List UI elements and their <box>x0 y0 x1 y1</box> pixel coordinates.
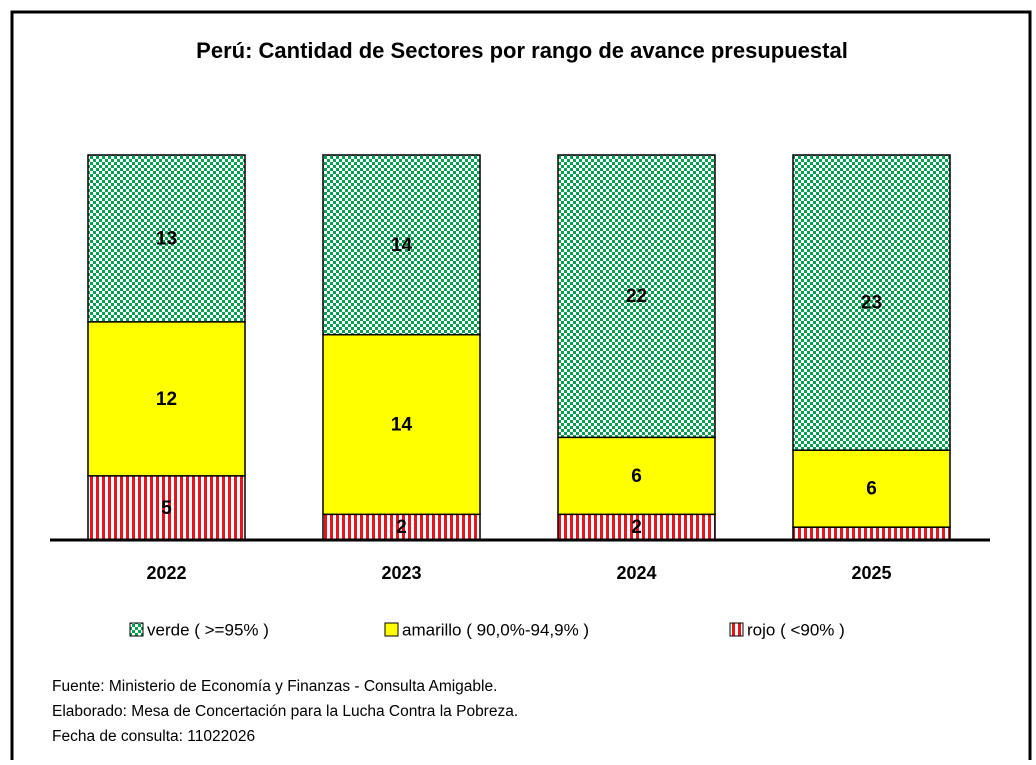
bar-segment <box>557 513 716 541</box>
source-note: Fuente: Ministerio de Economía y Finanza… <box>52 678 497 695</box>
chart-title: Perú: Cantidad de Sectores por rango de … <box>196 38 848 63</box>
bar-segment <box>87 321 246 477</box>
data-label: 5 <box>161 498 172 519</box>
bar-segment <box>87 475 246 541</box>
x-tick-label: 2025 <box>851 563 891 583</box>
bar-segment <box>792 154 951 451</box>
legend-label: verde ( >=95% ) <box>147 620 269 639</box>
x-tick-label: 2024 <box>616 563 656 583</box>
legend-swatch <box>129 622 144 637</box>
data-label: 12 <box>156 389 177 410</box>
data-label: 6 <box>866 479 877 500</box>
data-label: 23 <box>861 293 882 314</box>
data-label: 2 <box>396 517 407 538</box>
bar-segment <box>87 154 246 323</box>
bar-segment <box>322 154 481 336</box>
source-note: Fecha de consulta: 11022026 <box>52 728 255 745</box>
bar-segment <box>322 333 481 516</box>
data-label: 2 <box>631 517 642 538</box>
data-label: 13 <box>156 228 177 249</box>
legend-swatch <box>729 622 744 637</box>
bar-segment <box>792 526 951 541</box>
data-label: 6 <box>631 466 642 487</box>
legend-label: amarillo ( 90,0%-94,9% ) <box>402 620 589 639</box>
source-note: Elaborado: Mesa de Concertación para la … <box>52 703 518 720</box>
legend-swatch <box>384 622 399 637</box>
data-label: 14 <box>391 235 413 256</box>
bar-segment <box>557 436 716 516</box>
x-tick-label: 2023 <box>381 563 421 583</box>
legend-label: rojo ( <90% ) <box>747 620 845 639</box>
data-label: 14 <box>391 415 413 436</box>
x-tick-label: 2022 <box>146 563 186 583</box>
bar-segment <box>557 154 716 439</box>
data-label: 22 <box>626 286 647 307</box>
